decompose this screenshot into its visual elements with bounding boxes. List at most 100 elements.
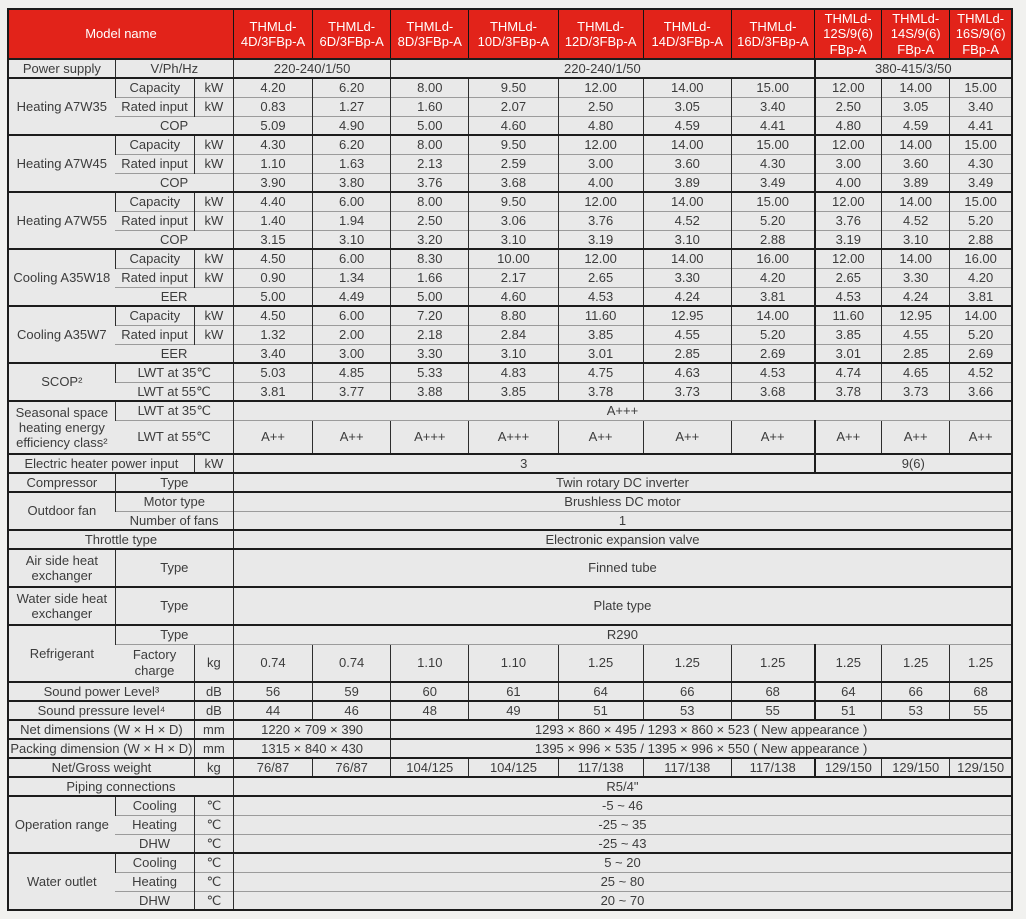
spec-value: 1: [232, 510, 1012, 530]
model-column-header: THMLd- 12D/3FBp-A: [557, 9, 644, 59]
spec-value: Electronic expansion valve: [232, 529, 1012, 549]
spec-value: 4.20: [949, 267, 1012, 287]
row-sublabel: Type: [114, 548, 234, 587]
spec-value: 4.24: [642, 286, 732, 306]
spec-value: 9.50: [468, 191, 559, 211]
unit-label: kg: [193, 643, 234, 682]
spec-value: 14.00: [730, 305, 815, 325]
spec-value: 3.10: [468, 343, 559, 363]
spec-value: Twin rotary DC inverter: [232, 472, 1012, 492]
spec-value: 2.17: [468, 267, 559, 287]
spec-value: 3.60: [642, 153, 732, 173]
row-sublabel: Rated input: [115, 96, 195, 116]
spec-value: 7.20: [390, 305, 469, 325]
spec-value: 3.01: [557, 343, 644, 363]
row-sublabel: Capacity: [114, 191, 195, 211]
spec-value: 2.84: [468, 324, 559, 344]
model-column-header: THMLd- 16D/3FBp-A: [730, 9, 815, 59]
spec-value: 16.00: [730, 248, 815, 268]
table-row: LWT at 55℃ 3.81 3.77 3.88 3.85 3.78 3.73 3.68 3.…: [8, 381, 1012, 401]
row-label: Operation range: [8, 795, 116, 853]
spec-value: 4.65: [881, 362, 950, 382]
table-row: Electric heater power input kW 3 9(6): [8, 453, 1012, 473]
spec-value: 1.40: [232, 210, 313, 230]
spec-value: 10.00: [468, 248, 559, 268]
spec-value: 1.10: [468, 643, 559, 682]
row-sublabel: Capacity: [114, 77, 195, 97]
spec-value: 5.20: [730, 324, 815, 344]
spec-value: 2.18: [390, 324, 469, 344]
table-row: Water outlet Cooling ℃ 5 ~ 20: [8, 852, 1012, 910]
spec-value: 4.49: [312, 286, 391, 306]
spec-value: 3.81: [730, 286, 815, 306]
spec-value: 4.74: [813, 362, 882, 382]
spec-value: 12.95: [642, 305, 732, 325]
spec-value: 3.49: [730, 172, 815, 192]
row-label: Heating A7W35: [8, 77, 116, 135]
spec-value: 1.34: [312, 267, 391, 287]
spec-value: 4.00: [557, 172, 644, 192]
spec-value: 3.30: [390, 343, 469, 363]
spec-value: 1220 × 709 × 390: [232, 719, 391, 739]
row-sublabel: Capacity: [114, 248, 195, 268]
spec-value: 4.20: [232, 77, 313, 97]
spec-value: 3.81: [232, 381, 313, 401]
spec-value: 5.03: [232, 362, 313, 382]
unit-label: mm: [193, 738, 234, 758]
spec-value: 380-415/3/50: [813, 58, 1012, 78]
spec-value: 3.78: [557, 381, 644, 401]
spec-value: 4.52: [881, 210, 950, 230]
spec-value: 1.63: [312, 153, 391, 173]
spec-value: 4.53: [557, 286, 644, 306]
spec-value: 0.90: [232, 267, 313, 287]
spec-value: 4.30: [730, 153, 815, 173]
row-sublabel: Number of fans: [115, 510, 234, 530]
spec-value: 64: [813, 681, 882, 701]
spec-value: 14.00: [642, 134, 732, 154]
spec-value: 44: [232, 700, 313, 720]
spec-value: 2.85: [642, 343, 732, 363]
spec-value: -25 ~ 35: [232, 814, 1012, 834]
unit-label: kg: [193, 757, 234, 777]
spec-value: 1.27: [312, 96, 391, 116]
spec-value: 104/125: [468, 757, 559, 777]
spec-value: 3.00: [813, 153, 882, 173]
unit-label: kW: [193, 453, 234, 473]
spec-value: 2.50: [557, 96, 644, 116]
unit-label: kW: [193, 324, 234, 344]
spec-value: 129/150: [813, 757, 882, 777]
table-row: Heating ℃ -25 ~ 35: [8, 814, 1012, 834]
spec-value: 2.59: [468, 153, 559, 173]
spec-value: 117/138: [642, 757, 732, 777]
spec-value: 3.10: [881, 229, 950, 249]
spec-value: 2.88: [949, 229, 1012, 249]
spec-value: 12.00: [557, 248, 644, 268]
spec-value: 3.60: [881, 153, 950, 173]
row-sublabel: EER: [115, 343, 234, 363]
spec-value: A++: [949, 419, 1012, 454]
spec-value: 5.00: [390, 286, 469, 306]
spec-value: 3.00: [557, 153, 644, 173]
spec-value: 4.24: [881, 286, 950, 306]
row-label: Net dimensions (W × H × D): [8, 719, 195, 739]
spec-value: 3.10: [642, 229, 732, 249]
spec-value: 3.76: [813, 210, 882, 230]
spec-value: 4.55: [642, 324, 732, 344]
row-sublabel: COP: [115, 229, 234, 249]
unit-label: kW: [193, 153, 234, 173]
spec-value: 64: [557, 681, 644, 701]
model-column-header: THMLd- 14D/3FBp-A: [642, 9, 732, 59]
spec-value: 3.05: [881, 96, 950, 116]
spec-value: 12.00: [557, 77, 644, 97]
row-label: Water side heat exchanger: [8, 586, 116, 625]
spec-value: 3.85: [813, 324, 882, 344]
unit-label: ℃: [193, 852, 234, 872]
spec-value: 3.85: [468, 381, 559, 401]
table-row: Rated input kW 1.32 2.00 2.18 2.84 3.85 4.55 5.2…: [8, 324, 1012, 344]
spec-value: 3.01: [813, 343, 882, 363]
table-row: Net dimensions (W × H × D) mm 1220 × 709 ×…: [8, 719, 1012, 739]
spec-value: 3.76: [557, 210, 644, 230]
spec-value: 3.30: [881, 267, 950, 287]
unit-label: ℃: [193, 814, 234, 834]
spec-value: 9(6): [813, 453, 1012, 473]
